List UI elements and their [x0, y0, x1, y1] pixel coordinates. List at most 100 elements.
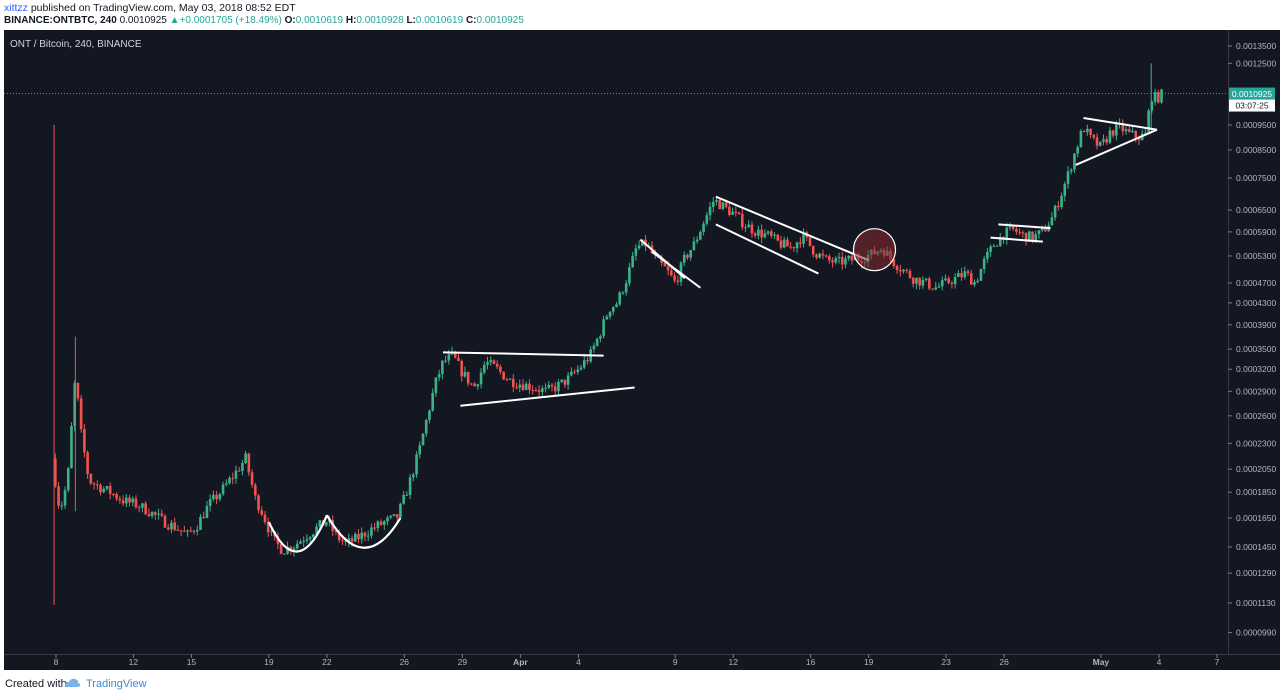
- candle-body: [125, 497, 128, 504]
- candle-body: [582, 360, 586, 368]
- candle-body: [347, 538, 351, 542]
- candle-body: [976, 280, 980, 283]
- candle: [902, 269, 905, 274]
- candle-body: [521, 384, 525, 390]
- candle: [183, 525, 186, 532]
- candle: [570, 367, 573, 377]
- candle-body: [376, 521, 380, 529]
- candle-body: [621, 292, 625, 294]
- candle: [976, 277, 980, 284]
- candle: [412, 472, 415, 482]
- price-tick-label: 0.0005300: [1236, 251, 1276, 261]
- candle-body: [99, 484, 102, 493]
- candle-body: [737, 212, 741, 214]
- candle-body: [344, 540, 347, 542]
- candle-body: [154, 511, 157, 515]
- candle-body: [360, 532, 364, 540]
- candle-body: [141, 503, 144, 508]
- candle-body: [715, 200, 718, 202]
- candle: [692, 236, 696, 251]
- candle-body: [357, 533, 360, 540]
- candle: [176, 524, 180, 531]
- candle: [266, 517, 270, 537]
- author-link[interactable]: xittzz: [4, 2, 28, 14]
- drawings-layer[interactable]: [267, 116, 1158, 553]
- candle-body: [928, 278, 931, 289]
- candle: [747, 220, 751, 228]
- low-label: L:: [406, 15, 416, 26]
- candle: [1066, 166, 1070, 189]
- candle: [179, 530, 183, 537]
- candle-body: [763, 233, 767, 238]
- candle: [373, 522, 376, 532]
- candle: [189, 526, 193, 533]
- candle-body: [570, 371, 573, 376]
- price-axis[interactable]: [1228, 30, 1280, 654]
- price-tick-label: 0.0005900: [1236, 227, 1276, 237]
- candle-body: [708, 206, 712, 216]
- candle-body: [602, 319, 605, 337]
- candle: [221, 481, 225, 497]
- candle-body: [447, 354, 451, 361]
- candle-body: [453, 351, 457, 358]
- candle-body: [1024, 232, 1028, 242]
- candle-body: [834, 258, 838, 263]
- candle: [1108, 126, 1112, 145]
- candle: [154, 511, 157, 520]
- time-tick-label: 8: [54, 657, 59, 667]
- candle: [960, 267, 963, 281]
- candle-body: [908, 270, 912, 278]
- candle: [192, 529, 196, 535]
- candle-body: [353, 533, 357, 542]
- candle-body: [508, 378, 512, 380]
- candle-body: [837, 256, 841, 259]
- candle-body: [676, 280, 680, 282]
- price-tick-label: 0.0002050: [1236, 464, 1276, 474]
- candle-body: [257, 495, 260, 511]
- candle: [537, 385, 541, 397]
- candle: [611, 306, 615, 316]
- candle: [205, 501, 209, 519]
- candle: [986, 248, 989, 263]
- candle-body: [379, 521, 383, 525]
- candle-body: [215, 494, 218, 500]
- candle-body: [779, 240, 783, 248]
- time-axis[interactable]: [4, 654, 1280, 670]
- candle: [366, 530, 370, 542]
- candle: [660, 254, 663, 267]
- candle: [763, 229, 767, 239]
- candle-body: [905, 269, 909, 271]
- candle-body: [524, 383, 528, 390]
- price-tick-label: 0.0006500: [1236, 205, 1276, 215]
- candle-body: [953, 276, 957, 285]
- chart-pane[interactable]: [4, 30, 1228, 654]
- highlight-circle: [852, 228, 897, 272]
- candle-body: [137, 507, 141, 509]
- candle: [137, 504, 141, 513]
- candle-body: [515, 387, 518, 389]
- candle-body: [692, 241, 696, 251]
- candle: [1053, 204, 1057, 221]
- candle-body: [1060, 195, 1063, 208]
- candle-body: [244, 453, 247, 464]
- candle: [963, 266, 967, 280]
- candle-body: [276, 536, 280, 544]
- tradingview-link[interactable]: TradingView: [86, 678, 147, 690]
- candle-body: [931, 288, 934, 290]
- trendline: [715, 223, 819, 275]
- candle-body: [1157, 92, 1160, 103]
- price-tick-label: 0.0002900: [1236, 386, 1276, 396]
- candle-body: [134, 498, 138, 508]
- time-tick-label: Apr: [513, 657, 528, 667]
- candle-body: [695, 239, 699, 242]
- candle-body: [637, 245, 641, 249]
- published-text: published on TradingView.com, May 03, 20…: [30, 2, 296, 14]
- candle: [592, 342, 596, 353]
- candle-body: [1147, 110, 1150, 133]
- candle: [73, 380, 77, 432]
- candle: [989, 244, 992, 257]
- candle-body: [670, 270, 673, 276]
- candle-body: [424, 419, 428, 434]
- candle-body: [302, 540, 305, 542]
